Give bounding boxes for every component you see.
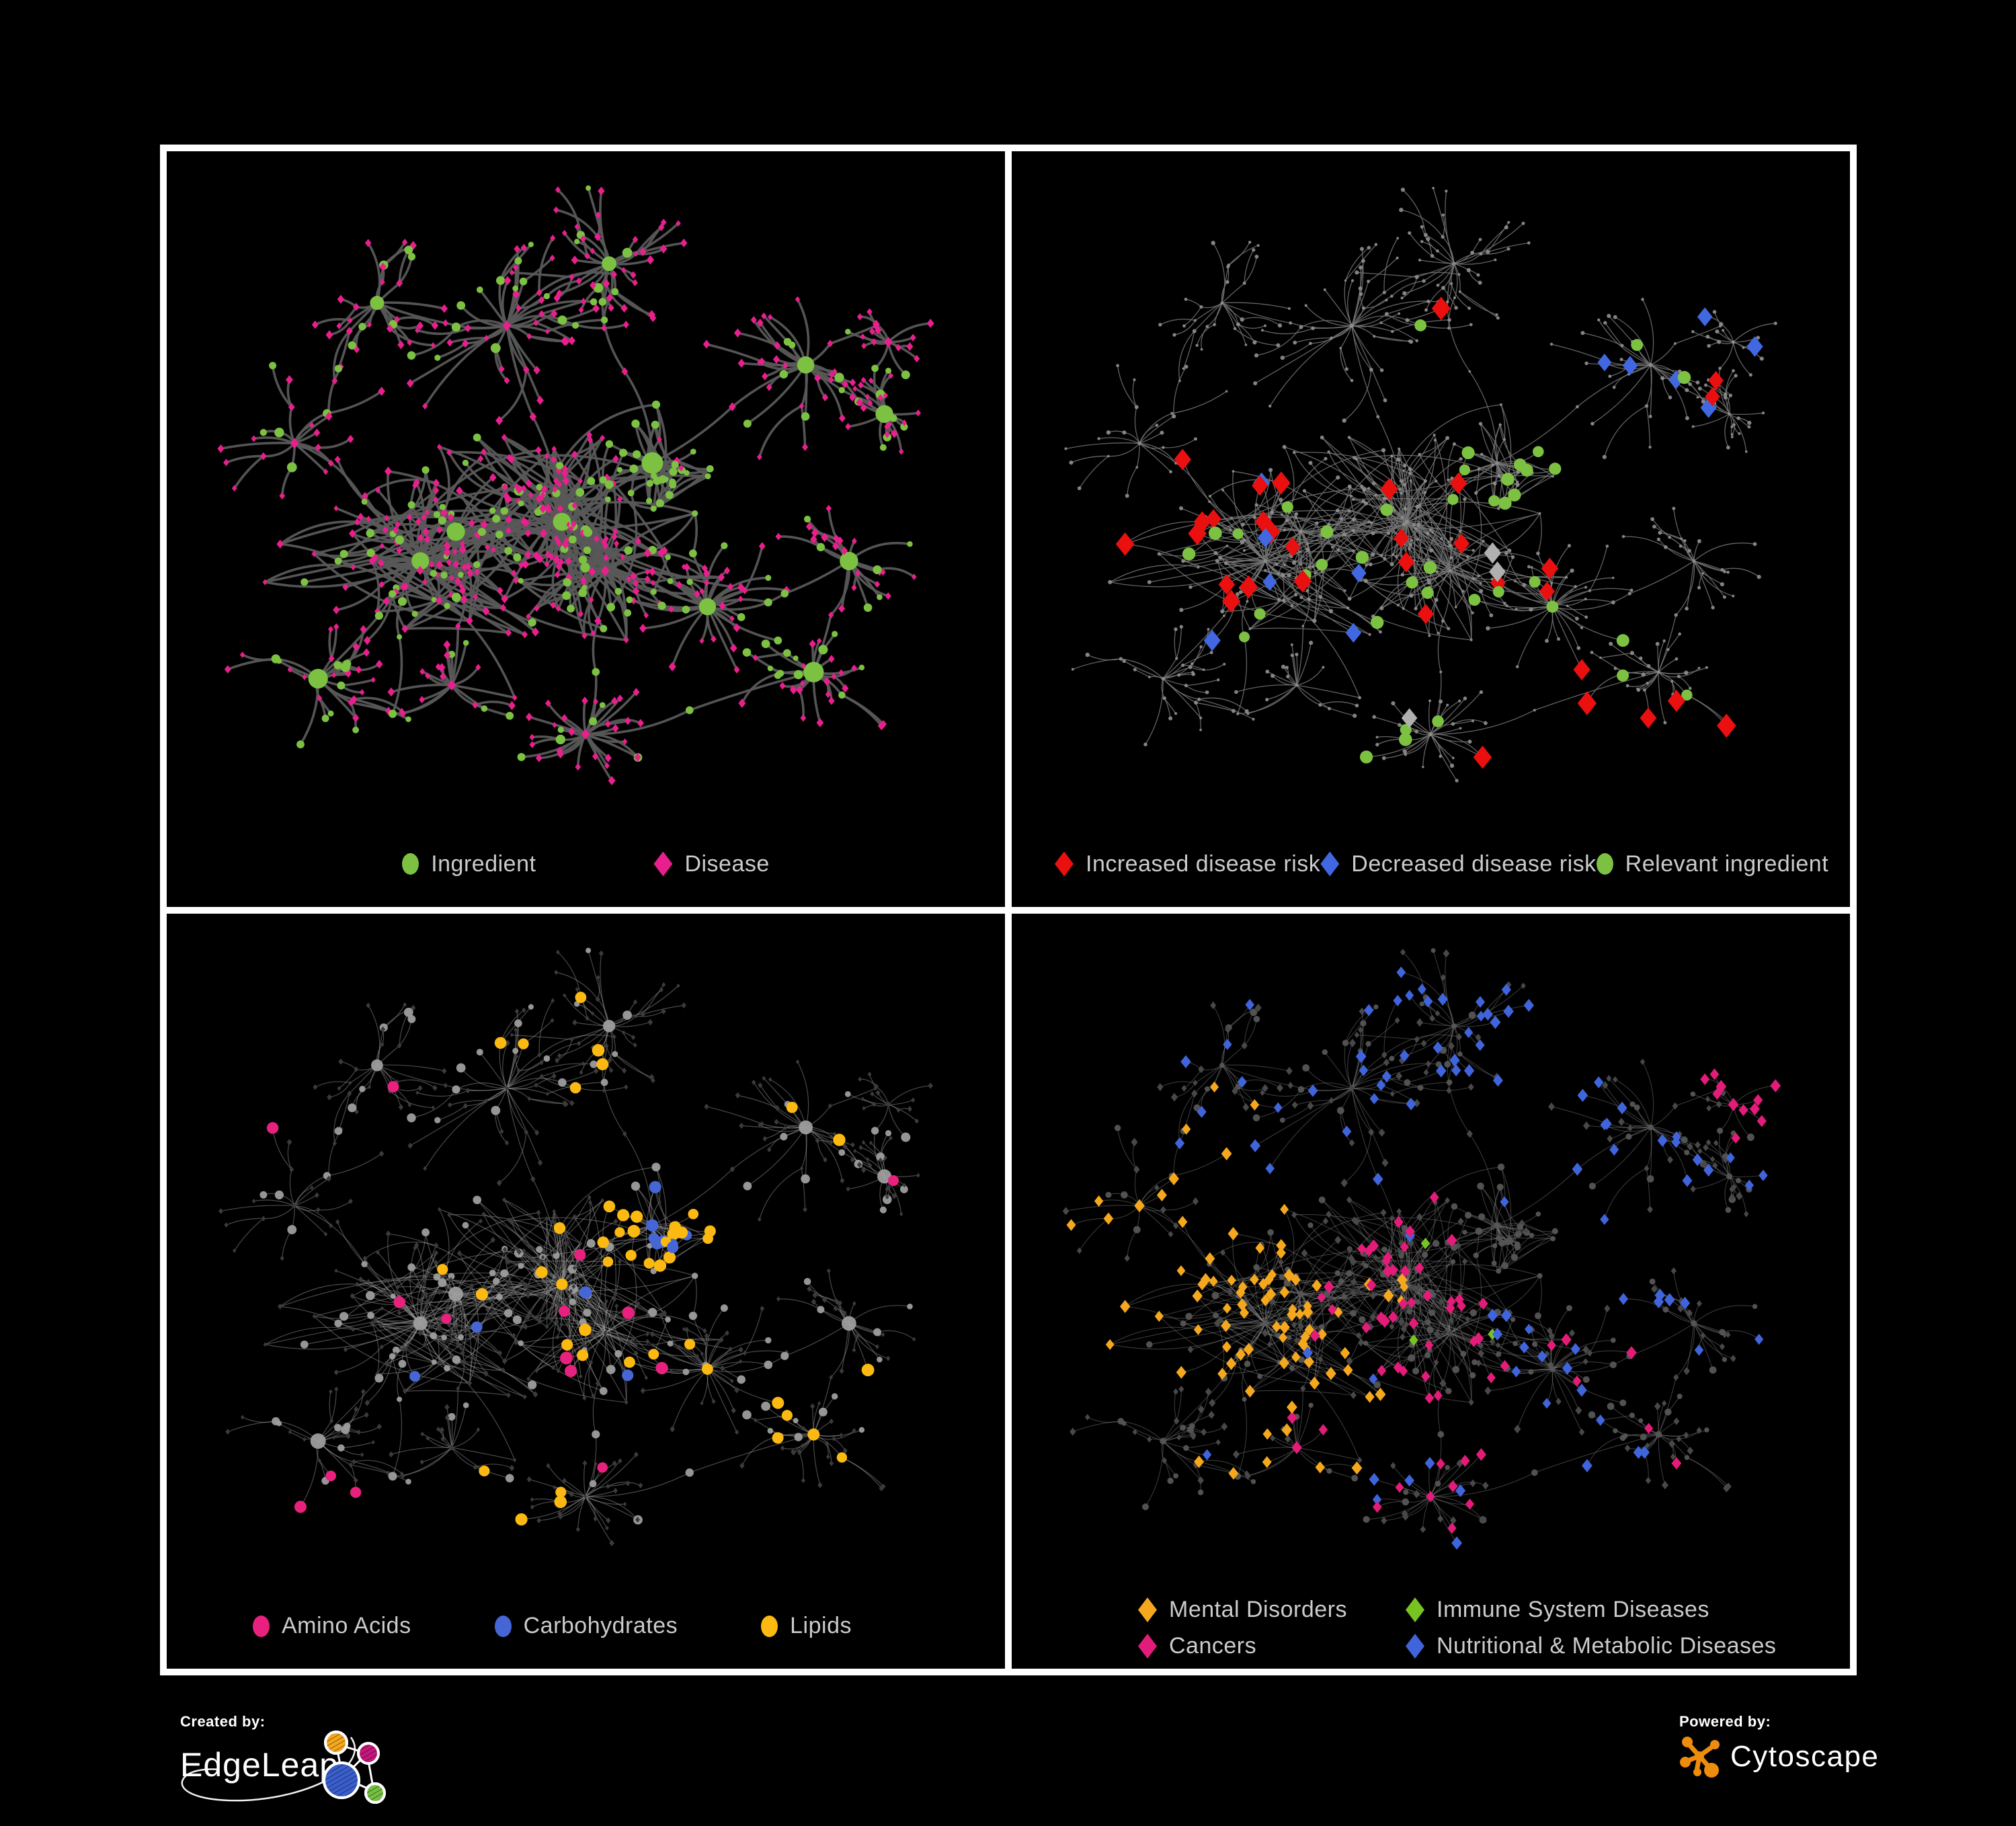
ellipse-marker-icon [761,1615,778,1637]
legend-disease-categories: Mental Disorders Immune System Diseases Ca… [1012,1597,1850,1659]
legend-item-cancers: Cancers [1138,1633,1406,1659]
legend-label: Immune System Diseases [1437,1597,1709,1622]
legend-ingredient-disease: Ingredient Disease [167,851,1005,877]
legend-label: Ingredient [431,850,536,877]
edgeleap-credit: Created by: EdgeLeap [180,1713,503,1814]
panel-disease-categories: Mental Disorders Immune System Diseases Ca… [1012,913,1850,1669]
legend-item-immune-system-diseases: Immune System Diseases [1406,1597,1776,1623]
legend-item-lipids: Lipids [761,1613,852,1639]
legend-item-disease: Disease [653,851,769,877]
legend-label: Relevant ingredient [1625,850,1829,877]
network-disease-categories [1062,947,1781,1550]
legend-label: Decreased disease risk [1351,850,1597,877]
legend-label: Nutritional & Metabolic Diseases [1437,1633,1777,1659]
legend-label: Lipids [790,1613,852,1638]
cytoscape-credit: Powered by: Cytoscape [1679,1713,1962,1807]
legend-label: Disease [684,850,770,877]
cytoscape-wordmark: Cytoscape [1730,1740,1880,1773]
legend-item-mental-disorders: Mental Disorders [1138,1597,1406,1623]
legend-item-carbohydrates: Carbohydrates [494,1613,678,1639]
diamond-marker-icon [1138,1597,1157,1622]
diamond-marker-icon [1406,1634,1424,1659]
ellipse-marker-icon [1596,853,1613,875]
network-nutrient-classes [218,947,933,1546]
diamond-marker-icon [1320,851,1340,877]
legend-label: Mental Disorders [1169,1597,1347,1622]
diamond-marker-icon [1138,1634,1157,1659]
panel-disease-risk: Increased disease risk Decreased disease … [1012,151,1850,907]
legend-item-relevant-ingredient: Relevant ingredient [1596,850,1829,877]
legend-item-amino-acids: Amino Acids [253,1613,411,1639]
created-by-label: Created by: [180,1713,266,1730]
diamond-marker-icon [1406,1597,1424,1622]
legend-disease-risk: Increased disease risk Decreased disease … [1012,851,1850,877]
diamond-marker-icon [1055,851,1074,877]
legend-item-decreased-disease-risk: Decreased disease risk [1320,851,1596,877]
panel-grid: Ingredient Disease Increased disease risk… [160,145,1857,1675]
legend-label: Carbohydrates [523,1613,678,1638]
legend-item-ingredient: Ingredient [402,851,536,877]
legend-label: Increased disease risk [1086,850,1321,877]
panel-ingredient-disease: Ingredient Disease [167,151,1005,907]
edgeleap-logo-icon [323,1731,386,1804]
legend-item-nutritional-metabolic-diseases: Nutritional & Metabolic Diseases [1406,1633,1776,1659]
ellipse-marker-icon [253,1615,270,1637]
edgeleap-wordmark: EdgeLeap [180,1746,339,1784]
legend-label: Amino Acids [282,1613,411,1638]
panel-nutrient-classes: Amino Acids Carbohydrates Lipids [167,913,1005,1669]
powered-by-label: Powered by: [1679,1713,1771,1730]
cytoscape-logo-icon [1680,1737,1720,1778]
legend-label: Cancers [1169,1633,1257,1659]
legend-item-increased-disease-risk: Increased disease risk [1055,851,1320,877]
diamond-marker-icon [653,851,673,877]
legend-nutrient-classes: Amino Acids Carbohydrates Lipids [167,1613,1005,1639]
ellipse-marker-icon [494,1615,512,1637]
network-ingredient-disease [217,185,934,786]
network-disease-risk [1064,186,1777,783]
ellipse-marker-icon [402,853,419,875]
